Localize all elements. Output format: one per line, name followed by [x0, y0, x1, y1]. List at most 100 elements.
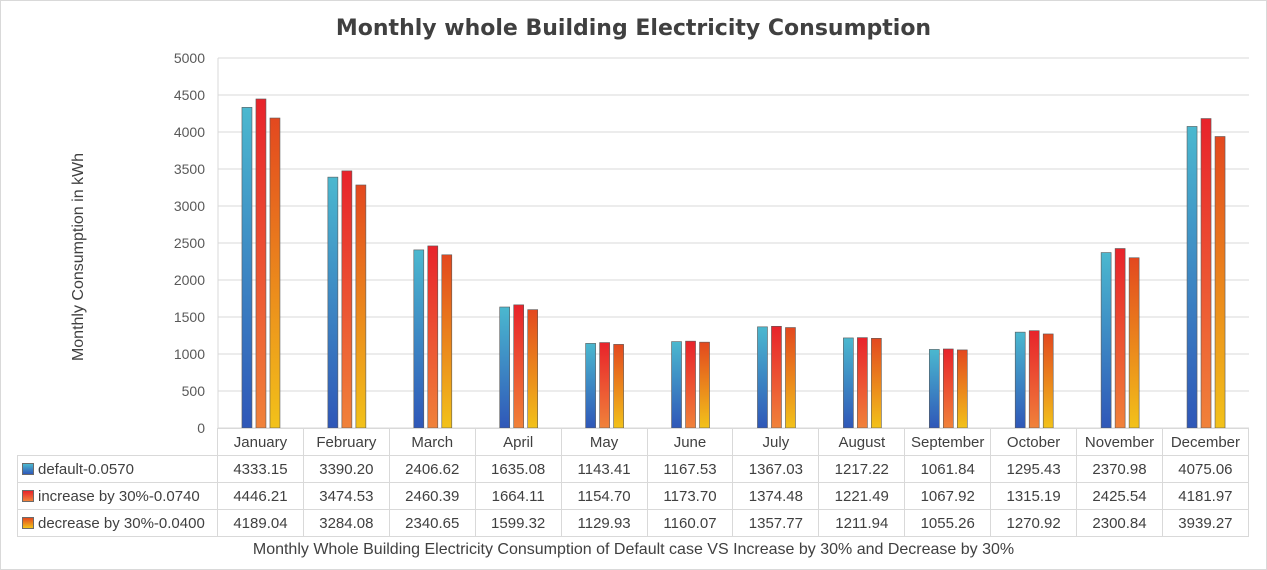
x-tick-label: January	[217, 428, 304, 456]
legend-label: decrease by 30%-0.0400	[38, 514, 205, 532]
data-label: 4075.06	[1161, 455, 1249, 483]
x-tick-label: July	[732, 428, 820, 456]
data-label: 1211.94	[818, 509, 906, 537]
bar-march-series-2	[427, 245, 439, 429]
bar-july-series-3	[785, 327, 796, 429]
y-tick-label: 1500	[174, 309, 205, 325]
bar-may-series-3	[613, 344, 624, 429]
data-label: 1143.41	[560, 455, 648, 483]
data-label: 1635.08	[474, 455, 562, 483]
bar-march-series-3	[441, 254, 453, 429]
legend-entry: decrease by 30%-0.0400	[17, 509, 218, 537]
bar-november-series-1	[1100, 252, 1112, 429]
bar-october-series-1	[1014, 331, 1026, 429]
x-tick-label: March	[388, 428, 476, 456]
bar-december-series-2	[1200, 118, 1212, 429]
y-tick-label: 3500	[174, 161, 205, 177]
y-tick-label: 3000	[174, 198, 205, 214]
data-label: 1067.92	[904, 482, 992, 510]
data-label: 1055.26	[904, 509, 992, 537]
bar-august-series-1	[843, 337, 854, 429]
table-row: increase by 30%-0.0740 4446.21 3474.53 2460…	[17, 482, 1249, 510]
data-label: 4189.04	[217, 509, 304, 537]
data-label: 3939.27	[1161, 509, 1249, 537]
y-tick-label: 500	[182, 383, 206, 399]
data-label: 1160.07	[646, 509, 734, 537]
data-label: 4181.97	[1161, 482, 1249, 510]
bars	[241, 98, 1226, 429]
bar-july-series-2	[771, 325, 782, 429]
data-label: 1221.49	[818, 482, 906, 510]
data-label: 2300.84	[1076, 509, 1163, 537]
bar-april-series-2	[513, 304, 525, 429]
y-tick-label: 4500	[174, 87, 205, 103]
table-row: default-0.0570 4333.15 3390.20 2406.62 1635.…	[17, 455, 1249, 483]
bar-may-series-2	[599, 342, 610, 429]
bar-december-series-1	[1186, 126, 1198, 429]
bar-february-series-1	[327, 176, 339, 429]
bar-january-series-1	[241, 107, 253, 429]
y-axis-ticks: 0 500 1000 1500 2000 2500 3000 3500 4000 4500 5000	[174, 50, 205, 436]
bar-may-series-1	[585, 343, 596, 429]
bar-june-series-3	[699, 341, 710, 429]
legend-entry: increase by 30%-0.0740	[17, 482, 218, 510]
data-label: 3390.20	[302, 455, 390, 483]
data-label: 2460.39	[388, 482, 476, 510]
y-tick-label: 1000	[174, 346, 205, 362]
legend-key-icon	[22, 489, 34, 502]
data-label: 2406.62	[388, 455, 476, 483]
data-label: 2370.98	[1076, 455, 1163, 483]
bar-august-series-3	[871, 338, 882, 429]
bar-june-series-2	[685, 340, 696, 429]
bar-april-series-1	[499, 306, 511, 429]
bar-november-series-2	[1114, 248, 1126, 429]
bar-september-series-1	[928, 349, 940, 429]
data-label: 1367.03	[732, 455, 820, 483]
bar-february-series-3	[355, 184, 367, 429]
chart-title: Monthly whole Building Electricity Consu…	[335, 16, 932, 41]
bar-september-series-3	[956, 349, 968, 429]
bar-january-series-3	[269, 117, 281, 429]
data-label: 1217.22	[818, 455, 906, 483]
data-label: 1061.84	[904, 455, 992, 483]
x-tick-label: February	[302, 428, 390, 456]
x-axis-label: Monthly Whole Building Electricity Consu…	[252, 541, 1015, 558]
x-tick-label: April	[474, 428, 562, 456]
bar-october-series-3	[1042, 333, 1054, 429]
data-label: 1270.92	[990, 509, 1078, 537]
y-tick-label: 2500	[174, 235, 205, 251]
data-label: 1315.19	[990, 482, 1078, 510]
legend-key-icon	[22, 462, 34, 475]
y-tick-label: 5000	[174, 50, 205, 66]
x-tick-label: November	[1076, 428, 1163, 456]
x-tick-label: August	[818, 428, 906, 456]
table-row: decrease by 30%-0.0400 4189.04 3284.08 2340…	[17, 509, 1249, 537]
bar-april-series-3	[527, 309, 539, 429]
data-label: 1129.93	[560, 509, 648, 537]
y-tick-label: 4000	[174, 124, 205, 140]
x-tick-label: September	[904, 428, 992, 456]
bar-march-series-1	[413, 249, 425, 429]
data-label: 1295.43	[990, 455, 1078, 483]
bar-june-series-1	[671, 341, 682, 429]
y-tick-label: 2000	[174, 272, 205, 288]
data-label: 1599.32	[474, 509, 562, 537]
bar-july-series-1	[757, 326, 768, 429]
x-tick-label: May	[560, 428, 648, 456]
data-label: 3474.53	[302, 482, 390, 510]
data-table: January February March April May June July Augu…	[17, 428, 1249, 537]
x-tick-label: June	[646, 428, 734, 456]
bar-february-series-2	[341, 170, 353, 429]
legend-label: default-0.0570	[38, 460, 134, 478]
bar-september-series-2	[942, 348, 954, 429]
table-corner	[17, 428, 218, 456]
bar-august-series-2	[857, 337, 868, 429]
data-label: 1664.11	[474, 482, 562, 510]
legend-entry: default-0.0570	[17, 455, 218, 483]
data-label: 2340.65	[388, 509, 476, 537]
data-label: 1167.53	[646, 455, 734, 483]
data-label: 4446.21	[217, 482, 304, 510]
x-tick-label: October	[990, 428, 1078, 456]
data-label: 2425.54	[1076, 482, 1163, 510]
